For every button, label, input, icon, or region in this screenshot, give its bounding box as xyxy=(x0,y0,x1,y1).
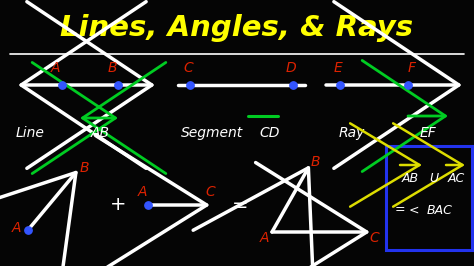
Text: U: U xyxy=(429,172,438,185)
Point xyxy=(144,203,152,207)
Text: E: E xyxy=(334,61,342,75)
Text: A: A xyxy=(50,61,60,75)
Text: =: = xyxy=(395,203,405,217)
Text: Segment: Segment xyxy=(181,126,243,140)
Text: B: B xyxy=(107,61,117,75)
Text: Lines, Angles, & Rays: Lines, Angles, & Rays xyxy=(61,14,413,42)
Text: Ray: Ray xyxy=(339,126,365,140)
Text: C: C xyxy=(183,61,193,75)
Text: AB: AB xyxy=(401,172,419,185)
Text: +: + xyxy=(110,196,126,214)
Point xyxy=(114,83,122,87)
Point xyxy=(404,83,412,87)
Text: Line: Line xyxy=(16,126,45,140)
Text: <: < xyxy=(409,203,419,217)
Text: A: A xyxy=(11,221,21,235)
Text: BAC: BAC xyxy=(427,203,453,217)
Point xyxy=(186,83,194,87)
Point xyxy=(289,83,297,87)
FancyBboxPatch shape xyxy=(386,146,472,250)
Text: F: F xyxy=(408,61,416,75)
Text: C: C xyxy=(205,185,215,199)
Text: A: A xyxy=(137,185,147,199)
Text: D: D xyxy=(286,61,296,75)
Text: CD: CD xyxy=(260,126,280,140)
Point xyxy=(336,83,344,87)
Point xyxy=(58,83,66,87)
Text: A: A xyxy=(259,231,269,245)
Point xyxy=(24,228,32,232)
Text: AB: AB xyxy=(91,126,109,140)
Text: B: B xyxy=(310,155,320,169)
Text: =: = xyxy=(232,196,248,214)
Text: B: B xyxy=(79,161,89,175)
Text: C: C xyxy=(369,231,379,245)
Text: EF: EF xyxy=(419,126,437,140)
Text: AC: AC xyxy=(447,172,465,185)
